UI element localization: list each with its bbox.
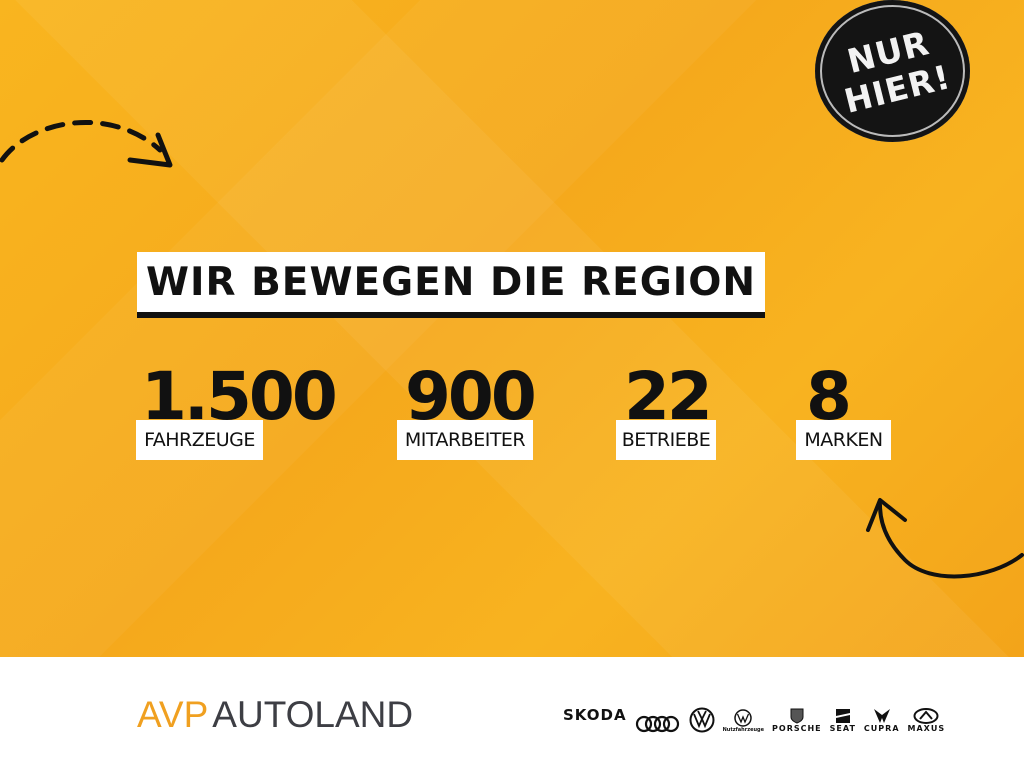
brand-cupra-label: CUPRA <box>863 724 900 733</box>
stat-value-mitarbeiter: 900 <box>405 358 537 435</box>
brand-nutzfahrzeuge-label: Nutzfahrzeuge <box>722 727 765 733</box>
porsche-crest-icon <box>790 708 804 724</box>
maxus-logo-icon <box>913 708 939 724</box>
curved-arrow-head-icon <box>866 498 907 532</box>
curved-arrow-icon <box>878 503 1024 579</box>
hero-section: NUR HIER! WIR BEWEGEN DIE REGION FAHRZEU… <box>0 0 1024 657</box>
vw-logo-icon <box>689 707 715 733</box>
stat-value-marken: 8 <box>806 358 852 435</box>
stat-label-marken: MARKEN <box>796 420 891 460</box>
brand-maxus: MAXUS <box>908 708 946 733</box>
cupra-logo-icon <box>873 709 890 723</box>
brand-maxus-label: MAXUS <box>907 724 946 733</box>
dashed-arrow-icon <box>0 120 163 163</box>
stat-label-betriebe: BETRIEBE <box>616 420 716 460</box>
nur-hier-badge: NUR HIER! <box>815 0 970 142</box>
stat-label-fahrzeuge: FAHRZEUGE <box>136 420 263 460</box>
brand-porsche: PORSCHE <box>772 707 822 733</box>
headline-banner: WIR BEWEGEN DIE REGION <box>137 252 765 318</box>
headline: WIR BEWEGEN DIE REGION <box>145 259 757 305</box>
dashed-arrow-head-icon <box>127 132 173 168</box>
audi-rings-icon <box>635 715 679 733</box>
stat-value-betriebe: 22 <box>624 358 713 435</box>
stat-value-fahrzeuge: 1.500 <box>141 358 338 435</box>
brand-skoda: SKODA <box>563 706 627 724</box>
arrows <box>0 120 1024 579</box>
seat-logo-icon <box>835 709 850 723</box>
brand-porsche-label: PORSCHE <box>772 724 822 733</box>
brand-seat-label: SEAT <box>829 724 856 733</box>
brand-cupra: CUPRA <box>864 708 900 733</box>
footer: AVP AUTOLAND SKODA Nutzfahrzeuge P <box>0 657 1024 768</box>
stat-label-mitarbeiter: MITARBEITER <box>397 420 533 460</box>
avp-autoland-logo: AVP AUTOLAND <box>137 696 413 733</box>
brand-vw-nutzfahrzeuge: Nutzfahrzeuge <box>723 709 764 733</box>
brand-audi <box>635 715 681 733</box>
vw-nutzfahrzeuge-icon <box>734 709 753 727</box>
brand-logos: SKODA Nutzfahrzeuge PORSCHE <box>563 697 945 733</box>
logo-avp: AVP <box>137 694 209 735</box>
brand-volkswagen <box>689 707 715 733</box>
logo-autoland: AUTOLAND <box>212 694 414 735</box>
brand-seat: SEAT <box>830 708 856 733</box>
